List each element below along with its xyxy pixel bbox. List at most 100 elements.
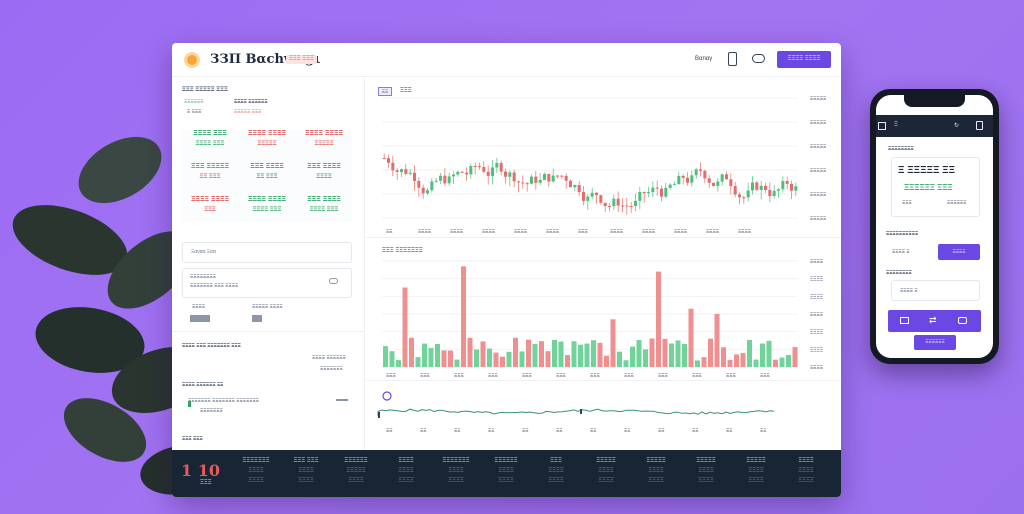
nav-link[interactable]: Βαnαγ [695,56,713,62]
candle-body [408,172,412,174]
pair-name: ΞΞΞ ΞΞΞΞΞ [191,163,229,170]
volume-bar [610,319,616,367]
amount-bar-a [190,315,210,322]
volume-bar [435,343,440,367]
mobile-price-card: Ξ ΞΞΞΞΞ ΞΞ ΞΞΞΞΞΞ ΞΞΞ ΞΞΞ ΞΞΞΞΞΞ [891,157,980,217]
x-tick-label: ΞΞΞ [624,373,634,379]
ticker-a: ΞΞΞΞ [548,468,564,474]
candle-body [464,172,469,175]
mobile-price-sub-left: ΞΞΞ [902,200,912,206]
market-pair[interactable]: ΞΞΞ ΞΞΞΞ ΞΞ ΞΞΞ [239,163,295,180]
wallet-icon[interactable] [958,317,967,324]
history-row[interactable]: ΞΞΞΞΞΞΞ ΞΞΞΞΞΞΞ ΞΞΞΞΞΞΞ [188,398,260,404]
x-tick-label: ΞΞΞΞ [738,229,752,235]
candle-body [573,185,577,188]
volume-chart: ΞΞΞ ΞΞΞΞΞΞΞ ΞΞΞΞ ΞΞΞΞ ΞΞΞΞ ΞΞΞΞ ΞΞΞΞ ΞΞΞΞ ΞΞΞΞ… [366,239,841,381]
timeframe-badge[interactable]: ΞΞ [378,87,392,96]
volume-bar [669,343,674,367]
candle-body [525,183,529,185]
ticker-column[interactable]: ΞΞΞΞΞ ΞΞΞΞ ΞΞΞΞ [734,458,778,488]
ticker-column[interactable]: ΞΞΞ ΞΞΞΞ ΞΞΞΞ [534,458,578,488]
market-pair[interactable]: ΞΞΞ ΞΞΞΞΞ ΞΞ ΞΞΞ [182,163,238,180]
x-tick-label: ΞΞ [488,428,495,434]
ticker-column[interactable]: ΞΞΞΞΞ ΞΞΞΞ ΞΞΞΞ [584,458,628,488]
candle-body [633,200,638,206]
ticker-a: ΞΞΞΞ [298,468,314,474]
overview-icon[interactable] [382,391,392,401]
candle-body [698,169,703,171]
change-label: ΞΞΞΞ ΞΞΞΞΞΞ [234,99,268,105]
y-tick-label: ΞΞΞΞ [810,259,824,265]
chevron-icon[interactable] [329,278,338,284]
ticker-column[interactable]: ΞΞΞΞΞ ΞΞΞΞ ΞΞΞΞ [684,458,728,488]
minus-icon[interactable] [336,399,348,401]
mobile-price-big: Ξ ΞΞΞΞΞ ΞΞ [898,165,956,176]
signup-button[interactable]: ΞΞΞΞ ΞΞΞΞ [777,51,831,68]
range-handle-left[interactable] [378,412,380,418]
volume-bar [487,348,492,367]
y-tick-label: ΞΞΞΞ [810,330,824,336]
phone-icon[interactable] [728,52,737,66]
x-tick-label: ΞΞ [590,428,597,434]
history-title: ΞΞΞΞ ΞΞΞΞΞΞ ΞΞ [182,382,224,388]
phone-notch [904,95,965,107]
candle-body [711,182,716,186]
market-pair[interactable]: ΞΞΞΞ ΞΞΞ ΞΞΞΞ ΞΞΞ [182,130,238,147]
candle-body [581,192,586,201]
ticker-a: ΞΞΞΞ [748,468,764,474]
candle-body [755,182,759,190]
logo-icon[interactable] [184,52,200,68]
ticker-column[interactable]: ΞΞΞ ΞΞΞ ΞΞΞΞ ΞΞΞΞ [284,458,328,488]
candle-body [508,172,512,177]
ticker-big-sub: ΞΞΞ [200,480,212,486]
ticker-column[interactable]: ΞΞΞΞ ΞΞΞΞ ΞΞΞΞ [384,458,428,488]
volume-bar [493,352,499,367]
market-pair[interactable]: ΞΞΞΞ ΞΞΞΞ ΞΞΞΞΞ [296,130,352,147]
ticker-column[interactable]: ΞΞΞΞΞ ΞΞΞΞ ΞΞΞΞ [634,458,678,488]
refresh-icon[interactable]: ↻ [954,123,960,129]
candle-body [776,189,781,191]
mobile-action-bar: ⇄ [888,310,981,332]
range-handle-right[interactable] [580,409,582,414]
ticker-b: ΞΞΞΞ [398,478,414,484]
candle-body [646,192,651,194]
volume-bar [623,360,629,367]
toggle-icon[interactable] [752,54,765,63]
candle-body [391,162,395,171]
amount-label-b: ΞΞΞΞΞ ΞΞΞΞ [252,304,283,310]
mobile-form-value: ΞΞΞΞ Ξ [892,249,910,255]
ticker-column[interactable]: ΞΞΞΞΞΞ ΞΞΞΞ ΞΞΞΞ [484,458,528,488]
mobile-logo-icon[interactable] [878,122,886,130]
market-pair[interactable]: ΞΞΞ ΞΞΞΞ ΞΞΞΞ ΞΞΞ [296,196,352,213]
market-pair[interactable]: ΞΞΞΞ ΞΞΞΞ ΞΞΞ [182,196,238,213]
swap-icon[interactable]: ⇄ [929,315,937,325]
ticker-column[interactable]: ΞΞΞΞ ΞΞΞΞ ΞΞΞΞ [784,458,828,488]
market-pair[interactable]: ΞΞΞΞ ΞΞΞΞ ΞΞΞΞΞ [239,130,295,147]
candle-body [417,180,421,188]
ticker-b: ΞΞΞΞ [798,478,814,484]
search-input[interactable]: Ξαναα Ξαα [182,242,352,263]
amount-bar-b [252,315,262,322]
order-field[interactable]: ΞΞΞΞΞΞΞΞ ΞΞΞΞΞΞΞ ΞΞΞ ΞΞΞΞ [182,268,352,298]
mobile-bottom-button[interactable]: ΞΞΞΞΞΞ [914,335,956,350]
menu-icon[interactable] [976,121,983,130]
market-pair[interactable]: ΞΞΞ ΞΞΞΞ ΞΞΞΞ [296,163,352,180]
candle-body [503,171,508,177]
y-tick-label: ΞΞΞΞ [810,312,824,318]
card-icon[interactable] [900,317,909,324]
x-tick-label: ΞΞ [692,428,699,434]
x-tick-label: ΞΞ [420,428,427,434]
x-tick-label: ΞΞΞΞ [450,229,464,235]
mobile-field[interactable]: ΞΞΞΞ Ξ [891,280,980,301]
mobile-form-button[interactable]: ΞΞΞΞ [938,244,980,260]
x-tick-label: ΞΞΞΞ [418,229,432,235]
candle-body [425,190,430,194]
market-pair[interactable]: ΞΞΞΞ ΞΞΞΞ ΞΞΞΞ ΞΞΞ [239,196,295,213]
volume-bar [532,343,538,367]
mobile-form-label: ΞΞΞΞΞΞΞΞΞΞ [886,231,919,237]
ticker-b: ΞΞΞΞ [698,478,714,484]
candle-body [785,180,789,184]
